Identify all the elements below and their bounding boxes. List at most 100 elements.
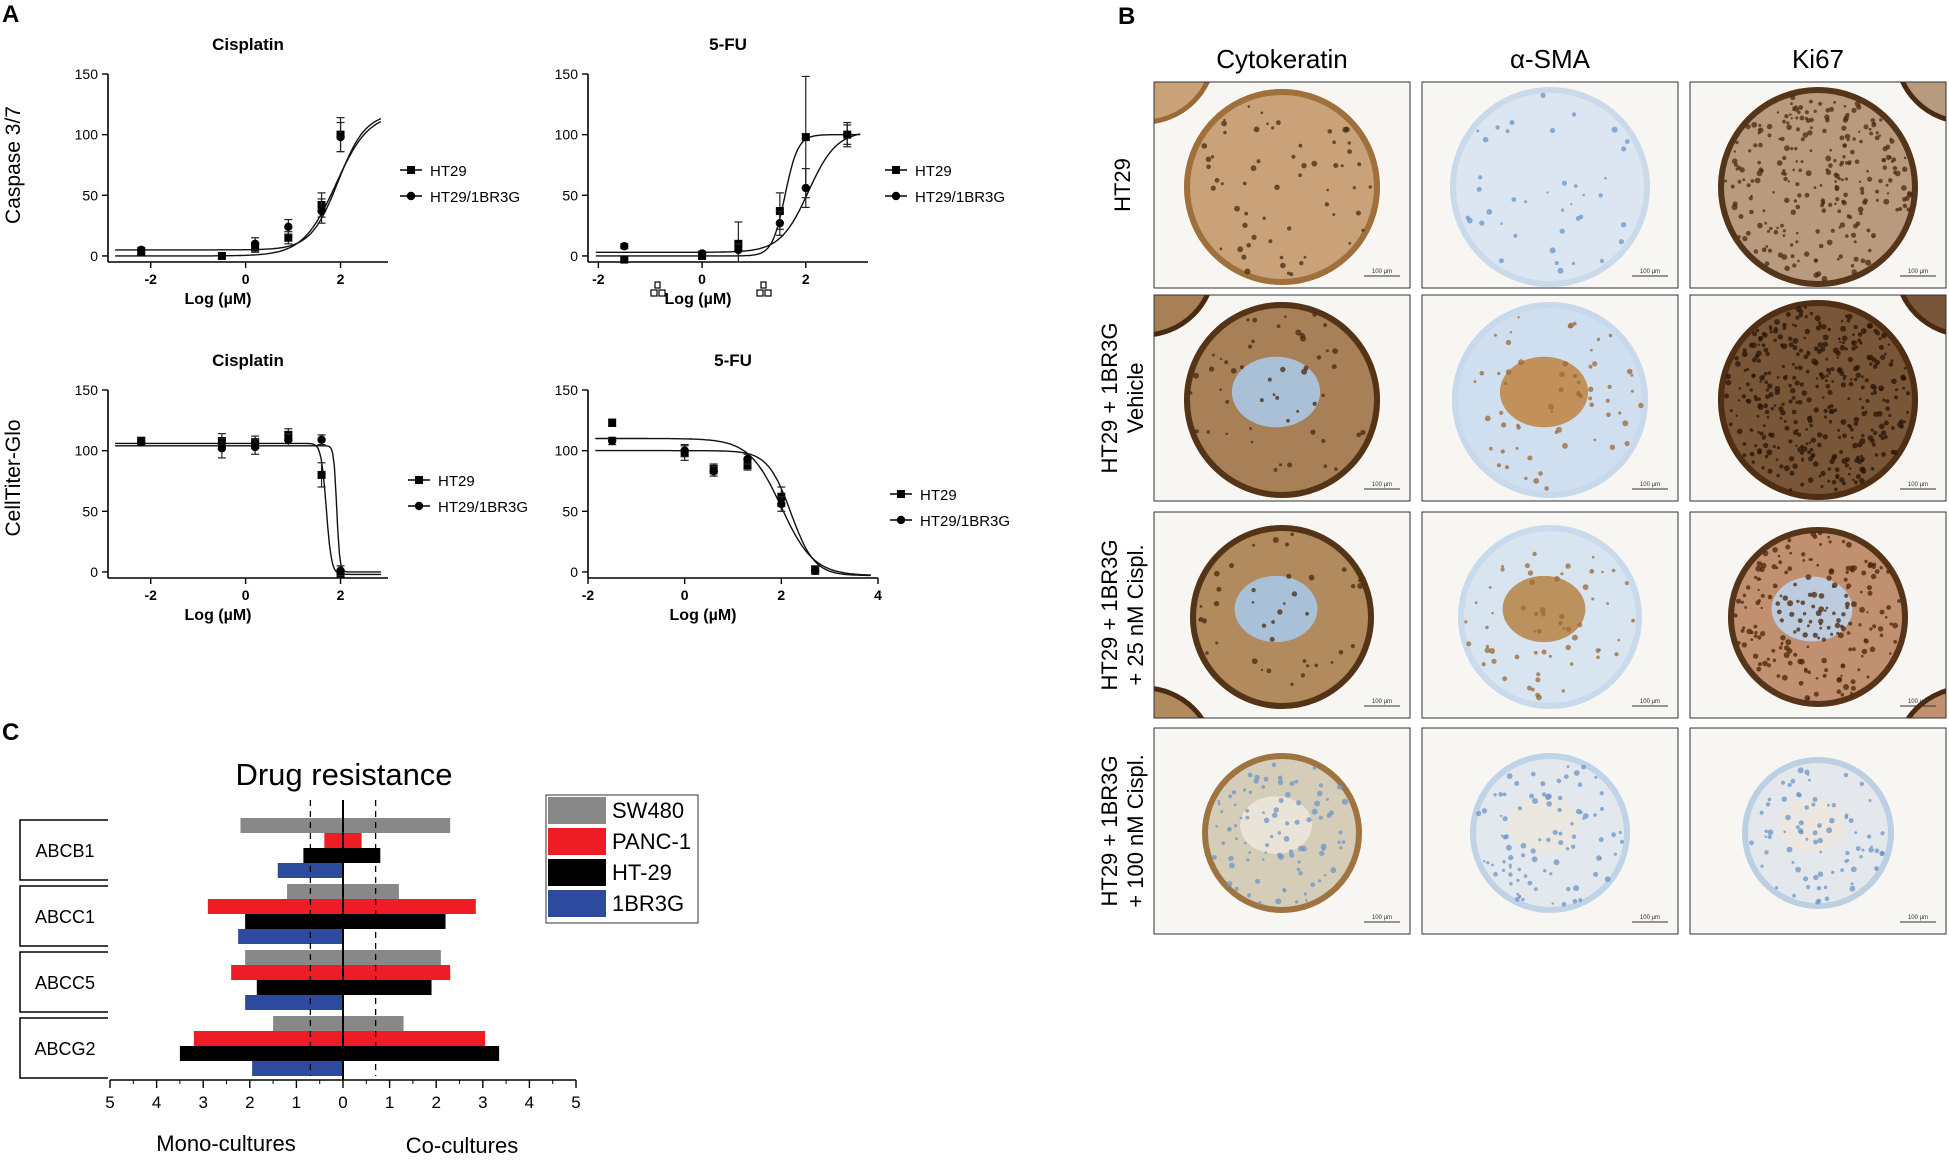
nucleus xyxy=(1825,384,1831,389)
nucleus xyxy=(1820,346,1826,352)
nucleus xyxy=(1199,605,1203,608)
histology-image: 100 µm xyxy=(1689,511,1947,719)
nucleus xyxy=(1773,328,1779,334)
nucleus xyxy=(1486,209,1493,215)
image-frame xyxy=(1421,511,1679,719)
nucleus xyxy=(1753,249,1759,254)
nucleus xyxy=(1504,465,1510,470)
nucleus xyxy=(1287,226,1292,231)
marker-glyph xyxy=(764,289,772,297)
nucleus xyxy=(1836,631,1840,635)
nucleus xyxy=(1541,612,1546,617)
nucleus xyxy=(1261,858,1265,861)
nucleus xyxy=(1861,434,1865,438)
nucleus xyxy=(1793,652,1798,657)
nucleus xyxy=(1338,650,1344,655)
nucleus xyxy=(1828,540,1832,544)
nucleus xyxy=(1810,437,1816,443)
nucleus xyxy=(1251,339,1255,344)
nucleus xyxy=(1850,378,1853,381)
nucleus xyxy=(1807,477,1814,483)
nucleus xyxy=(1565,626,1572,632)
nucleus xyxy=(1593,871,1599,877)
nucleus xyxy=(1894,395,1898,400)
nucleus xyxy=(1874,569,1880,574)
nucleus xyxy=(1352,186,1356,190)
nucleus xyxy=(1802,612,1807,616)
histology-image: 100 µm xyxy=(1421,294,1679,502)
nucleus xyxy=(1601,570,1604,574)
data-point xyxy=(250,442,260,452)
nucleus xyxy=(1818,321,1822,325)
nucleus xyxy=(1280,262,1286,269)
nucleus xyxy=(1210,155,1215,159)
nucleus xyxy=(1360,429,1366,436)
nucleus xyxy=(1798,680,1804,686)
nucleus xyxy=(1805,442,1809,446)
nucleus xyxy=(1762,660,1768,667)
data-point xyxy=(317,206,326,216)
nucleus xyxy=(1879,633,1884,638)
nucleus xyxy=(1837,367,1841,371)
nucleus xyxy=(1761,435,1766,440)
nucleus xyxy=(1880,354,1886,360)
nucleus xyxy=(1808,441,1812,444)
histology-image: 100 µm xyxy=(1689,727,1947,935)
nucleus xyxy=(1341,840,1346,844)
nucleus xyxy=(1552,829,1558,835)
nucleus xyxy=(1813,272,1819,279)
nucleus xyxy=(1291,591,1298,597)
spheroid-rim xyxy=(1458,525,1642,709)
nucleus xyxy=(1476,186,1482,192)
x-tick-label: 2 xyxy=(337,271,345,287)
nucleus xyxy=(1902,203,1908,209)
nucleus xyxy=(1750,630,1754,635)
nucleus xyxy=(1495,125,1500,130)
nucleus xyxy=(1830,228,1835,233)
nucleus xyxy=(1894,170,1901,177)
nucleus xyxy=(1752,373,1756,377)
nucleus xyxy=(1766,229,1771,233)
nucleus xyxy=(1214,570,1220,577)
nucleus xyxy=(1347,149,1352,155)
nucleus xyxy=(1764,409,1770,415)
nucleus xyxy=(1318,783,1324,788)
nucleus xyxy=(1799,348,1803,353)
nucleus xyxy=(1509,882,1513,886)
spheroid-core xyxy=(1777,797,1847,853)
nucleus xyxy=(1853,324,1858,330)
nucleus xyxy=(1772,191,1775,194)
fit-curve xyxy=(595,133,861,257)
nucleus xyxy=(1859,855,1863,859)
nucleus xyxy=(1845,314,1849,318)
nucleus xyxy=(1229,862,1235,869)
data-point xyxy=(137,245,146,255)
nucleus xyxy=(1787,566,1793,572)
nucleus xyxy=(1810,531,1817,537)
nucleus xyxy=(1253,126,1260,133)
nucleus xyxy=(1743,368,1747,372)
nucleus xyxy=(1758,142,1763,148)
fit-curve xyxy=(115,445,381,573)
nucleus xyxy=(1576,380,1581,385)
neighbour-spheroid xyxy=(1905,688,1946,718)
nucleus xyxy=(1852,478,1855,482)
nucleus xyxy=(1804,110,1809,115)
nucleus xyxy=(1751,460,1756,464)
nucleus xyxy=(1223,130,1227,135)
nucleus xyxy=(1289,781,1295,786)
nucleus xyxy=(1527,570,1534,576)
nucleus xyxy=(1305,611,1309,616)
nucleus xyxy=(1541,649,1547,655)
nucleus xyxy=(1872,122,1876,126)
nucleus xyxy=(1797,767,1804,774)
category-bracket xyxy=(19,885,108,947)
nucleus xyxy=(1296,867,1301,872)
data-point xyxy=(250,239,260,249)
nucleus xyxy=(1886,569,1891,574)
nucleus xyxy=(1825,374,1829,378)
nucleus xyxy=(1854,101,1861,107)
nucleus xyxy=(1845,850,1850,856)
bar-1br3g xyxy=(252,1061,343,1076)
nucleus xyxy=(1518,359,1525,366)
